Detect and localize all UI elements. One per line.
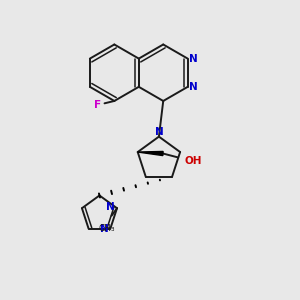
Text: N: N [189,82,197,92]
Text: F: F [94,100,101,110]
Text: N: N [106,202,115,212]
Text: N: N [189,54,197,64]
Text: N: N [154,127,163,137]
Polygon shape [138,152,163,156]
Text: CH₃: CH₃ [98,224,115,232]
Text: OH: OH [184,156,202,166]
Text: N: N [100,224,109,234]
